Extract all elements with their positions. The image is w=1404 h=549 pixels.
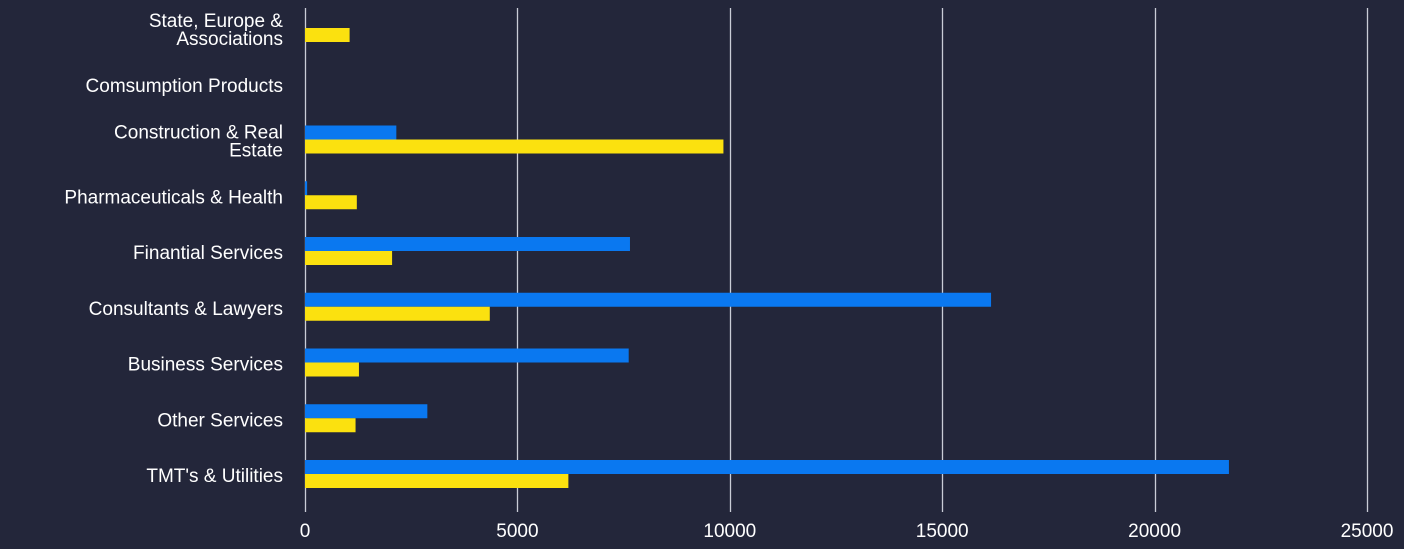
category-label: Estate xyxy=(229,141,283,162)
x-tick-label: 5000 xyxy=(496,521,538,542)
category-label: Construction & Real xyxy=(114,123,283,144)
bar-series-2 xyxy=(305,362,359,377)
category-label: Pharmaceuticals & Health xyxy=(64,187,283,208)
bar-series-2 xyxy=(305,306,490,321)
bar-series-1 xyxy=(305,125,397,140)
category-labels: State, Europe &Associations Comsumption P… xyxy=(64,11,283,487)
x-tick-labels: 0 5000 10000 15000 20000 25000 xyxy=(300,521,1394,542)
x-tick-label: 20000 xyxy=(1128,521,1181,542)
category-label: Business Services xyxy=(128,355,283,376)
bar-series-2 xyxy=(305,195,357,210)
bar-series-1 xyxy=(305,181,308,196)
bar-series-2 xyxy=(305,139,724,154)
bar-series-1 xyxy=(305,348,629,363)
grid-layer xyxy=(304,8,1369,512)
bar-series-2 xyxy=(305,28,350,42)
x-tick-label: 25000 xyxy=(1341,521,1394,542)
bar-series-2 xyxy=(305,418,356,433)
category-label: Consultants & Lawyers xyxy=(89,299,283,320)
category-label: Finantial Services xyxy=(133,243,283,264)
category-label: State, Europe & xyxy=(149,11,283,32)
bar-series-1 xyxy=(305,404,428,419)
x-tick-label: 10000 xyxy=(703,521,756,542)
bar-layer xyxy=(305,28,1229,488)
x-tick-label: 15000 xyxy=(916,521,969,542)
category-label: Comsumption Products xyxy=(86,76,283,97)
category-label: Other Services xyxy=(157,410,283,431)
bar-series-1 xyxy=(305,237,630,251)
bar-series-2 xyxy=(305,251,393,265)
bar-series-2 xyxy=(305,474,569,488)
bar-series-1 xyxy=(305,292,992,307)
x-tick-label: 0 xyxy=(300,521,311,542)
bar-series-1 xyxy=(305,460,1229,474)
category-label: Associations xyxy=(176,29,283,50)
category-label: TMT's & Utilities xyxy=(146,466,283,487)
